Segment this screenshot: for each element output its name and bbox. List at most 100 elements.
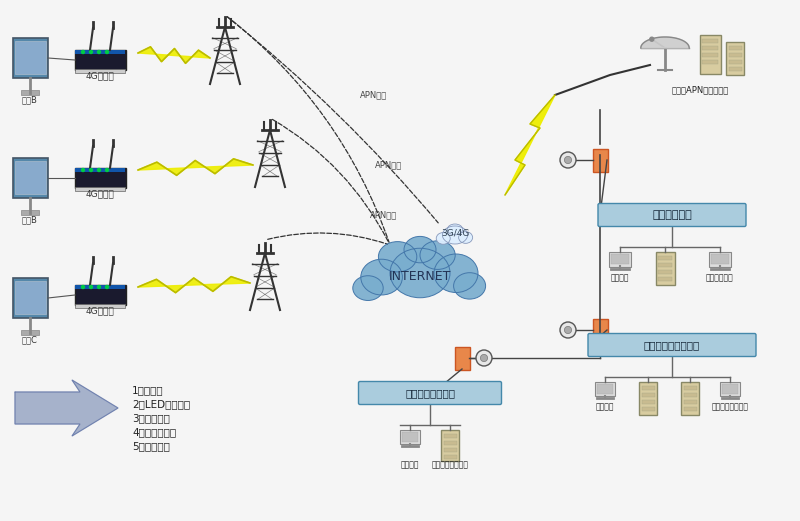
Circle shape	[82, 286, 85, 289]
Ellipse shape	[353, 276, 383, 301]
FancyBboxPatch shape	[75, 69, 125, 73]
FancyBboxPatch shape	[729, 60, 742, 64]
FancyBboxPatch shape	[658, 263, 672, 267]
Text: 广告发布中心: 广告发布中心	[706, 274, 734, 282]
Circle shape	[98, 51, 101, 54]
FancyBboxPatch shape	[22, 90, 38, 95]
Text: 4G路由器: 4G路由器	[86, 306, 114, 316]
FancyBboxPatch shape	[588, 333, 756, 356]
FancyBboxPatch shape	[74, 167, 126, 188]
Text: 2，LED广告显示: 2，LED广告显示	[132, 399, 190, 409]
FancyBboxPatch shape	[593, 318, 607, 341]
Text: 视屏监控服务中心: 视屏监控服务中心	[711, 403, 749, 412]
Circle shape	[82, 51, 85, 54]
Circle shape	[565, 326, 571, 333]
Polygon shape	[138, 159, 253, 176]
FancyBboxPatch shape	[14, 281, 46, 314]
Text: 运营商APN专网服务器: 运营商APN专网服务器	[671, 85, 729, 94]
FancyBboxPatch shape	[13, 278, 47, 318]
FancyBboxPatch shape	[655, 252, 674, 284]
Text: 3G/4G: 3G/4G	[441, 229, 469, 238]
FancyBboxPatch shape	[13, 38, 47, 78]
Circle shape	[476, 350, 492, 366]
FancyBboxPatch shape	[729, 53, 742, 57]
FancyBboxPatch shape	[441, 429, 459, 461]
Ellipse shape	[378, 242, 417, 272]
Ellipse shape	[390, 248, 450, 297]
FancyBboxPatch shape	[22, 330, 38, 335]
Ellipse shape	[361, 259, 402, 295]
Text: 公交广告系统: 公交广告系统	[652, 210, 692, 220]
FancyBboxPatch shape	[658, 270, 672, 274]
FancyBboxPatch shape	[729, 67, 742, 71]
FancyBboxPatch shape	[402, 432, 418, 441]
Polygon shape	[641, 37, 690, 48]
FancyBboxPatch shape	[443, 441, 457, 445]
FancyBboxPatch shape	[683, 386, 697, 390]
FancyBboxPatch shape	[711, 254, 729, 264]
Polygon shape	[505, 95, 555, 195]
Circle shape	[98, 286, 101, 289]
FancyBboxPatch shape	[358, 381, 502, 404]
FancyBboxPatch shape	[609, 252, 631, 267]
FancyBboxPatch shape	[709, 252, 731, 267]
Text: 监控中心: 监控中心	[401, 461, 419, 469]
FancyBboxPatch shape	[729, 46, 742, 50]
FancyBboxPatch shape	[702, 53, 718, 57]
Text: 1，摄像头: 1，摄像头	[132, 385, 164, 395]
FancyBboxPatch shape	[642, 393, 654, 397]
Text: 4，公交线路图: 4，公交线路图	[132, 427, 176, 437]
Ellipse shape	[458, 232, 473, 243]
FancyBboxPatch shape	[658, 277, 672, 281]
Circle shape	[90, 51, 93, 54]
Circle shape	[565, 156, 571, 164]
Polygon shape	[138, 277, 250, 293]
Circle shape	[106, 168, 109, 171]
Ellipse shape	[442, 226, 467, 244]
Circle shape	[90, 286, 93, 289]
FancyBboxPatch shape	[75, 187, 125, 191]
Text: 数据分析统计中心: 数据分析统计中心	[431, 461, 469, 469]
Circle shape	[82, 168, 85, 171]
Text: 4G路由器: 4G路由器	[86, 190, 114, 199]
FancyBboxPatch shape	[74, 284, 126, 304]
FancyBboxPatch shape	[681, 381, 699, 415]
Polygon shape	[15, 380, 118, 436]
FancyBboxPatch shape	[14, 161, 46, 194]
Text: INTERNET: INTERNET	[389, 270, 451, 283]
FancyBboxPatch shape	[642, 407, 654, 411]
FancyBboxPatch shape	[683, 400, 697, 404]
Circle shape	[98, 168, 101, 171]
FancyBboxPatch shape	[699, 34, 721, 73]
Text: APN专网: APN专网	[375, 160, 402, 169]
FancyBboxPatch shape	[702, 46, 718, 50]
FancyBboxPatch shape	[75, 304, 125, 308]
FancyBboxPatch shape	[658, 256, 672, 260]
Ellipse shape	[434, 254, 478, 292]
FancyBboxPatch shape	[683, 393, 697, 397]
Text: 公交站视频监控平台: 公交站视频监控平台	[644, 340, 700, 350]
FancyBboxPatch shape	[400, 430, 420, 444]
FancyBboxPatch shape	[702, 39, 718, 43]
FancyBboxPatch shape	[22, 210, 38, 215]
FancyBboxPatch shape	[74, 49, 126, 69]
Circle shape	[90, 168, 93, 171]
FancyBboxPatch shape	[75, 285, 125, 289]
Text: 站点C: 站点C	[22, 336, 38, 344]
Ellipse shape	[454, 272, 486, 299]
FancyBboxPatch shape	[683, 407, 697, 411]
FancyBboxPatch shape	[443, 434, 457, 438]
Ellipse shape	[404, 237, 436, 263]
FancyBboxPatch shape	[443, 455, 457, 459]
Circle shape	[106, 51, 109, 54]
Circle shape	[560, 322, 576, 338]
Text: 公交定位导航专网: 公交定位导航专网	[405, 388, 455, 398]
Text: 监控中心: 监控中心	[610, 274, 630, 282]
FancyBboxPatch shape	[594, 382, 615, 396]
Text: 3，天气预报: 3，天气预报	[132, 413, 170, 423]
FancyBboxPatch shape	[720, 382, 740, 396]
FancyBboxPatch shape	[14, 41, 46, 74]
Text: APN专网: APN专网	[370, 210, 398, 219]
Text: 5，公交报站: 5，公交报站	[132, 441, 170, 451]
FancyBboxPatch shape	[642, 400, 654, 404]
